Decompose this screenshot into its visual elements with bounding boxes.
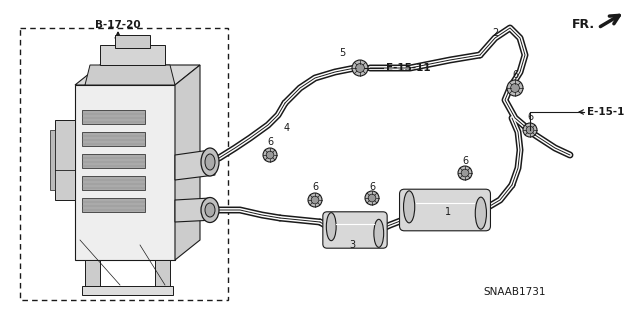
Circle shape (511, 84, 520, 93)
Polygon shape (85, 260, 100, 290)
Ellipse shape (201, 197, 219, 222)
Ellipse shape (476, 197, 486, 229)
Text: 2: 2 (492, 28, 498, 38)
Circle shape (365, 191, 379, 205)
Text: E-15-1: E-15-1 (587, 107, 625, 117)
Text: B-17-20: B-17-20 (95, 20, 141, 30)
Polygon shape (82, 154, 145, 168)
Polygon shape (75, 85, 175, 260)
Polygon shape (100, 45, 165, 65)
Text: 6: 6 (512, 70, 518, 80)
Ellipse shape (326, 213, 336, 241)
Polygon shape (115, 35, 150, 48)
Ellipse shape (374, 219, 383, 247)
Ellipse shape (205, 154, 215, 170)
Polygon shape (82, 110, 145, 124)
Polygon shape (85, 65, 175, 85)
Text: SNAAB1731: SNAAB1731 (484, 287, 547, 297)
Text: FR.: FR. (572, 19, 595, 32)
Polygon shape (75, 65, 200, 85)
Circle shape (311, 196, 319, 204)
Circle shape (458, 166, 472, 180)
Text: 3: 3 (349, 240, 355, 250)
Polygon shape (155, 260, 170, 290)
Text: 6: 6 (312, 182, 318, 192)
Circle shape (352, 60, 368, 76)
Bar (20, 28, 228, 300)
Circle shape (526, 126, 534, 134)
Text: 4: 4 (284, 123, 290, 133)
Circle shape (308, 193, 322, 207)
Text: 6: 6 (267, 137, 273, 147)
Polygon shape (82, 198, 145, 212)
Circle shape (461, 169, 469, 177)
Text: 6: 6 (527, 112, 533, 122)
Text: 6: 6 (462, 156, 468, 166)
Circle shape (356, 63, 364, 72)
Text: E-15-11: E-15-11 (386, 63, 431, 73)
Polygon shape (175, 198, 215, 222)
Polygon shape (82, 286, 173, 295)
Text: 1: 1 (445, 207, 451, 217)
Polygon shape (55, 120, 75, 200)
FancyBboxPatch shape (323, 212, 387, 248)
Circle shape (523, 123, 537, 137)
Ellipse shape (404, 191, 415, 223)
Text: 5: 5 (339, 48, 345, 58)
Polygon shape (82, 132, 145, 146)
Text: 6: 6 (369, 182, 375, 192)
Circle shape (507, 80, 523, 96)
Polygon shape (175, 150, 215, 180)
Polygon shape (50, 130, 55, 190)
Ellipse shape (205, 203, 215, 217)
Polygon shape (82, 176, 145, 190)
Ellipse shape (201, 148, 219, 176)
Circle shape (263, 148, 277, 162)
Circle shape (368, 194, 376, 202)
FancyBboxPatch shape (399, 189, 490, 231)
Polygon shape (175, 65, 200, 260)
Circle shape (266, 151, 274, 159)
